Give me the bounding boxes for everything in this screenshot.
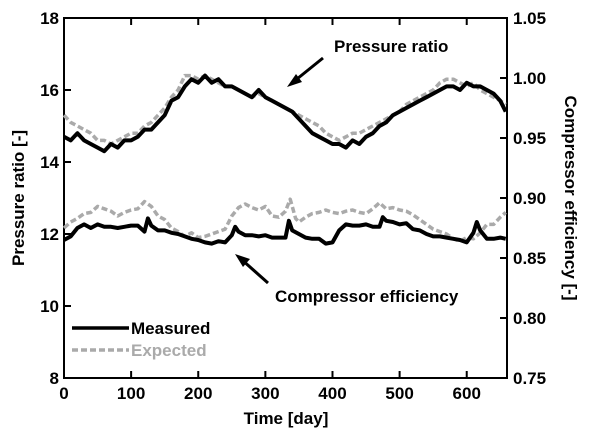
y-axis-left-label: Pressure ratio [-] <box>9 130 28 266</box>
annotation-compressor-efficiency-arrowhead <box>235 254 250 267</box>
x-tick-label: 600 <box>453 384 481 403</box>
series-layer <box>62 73 508 246</box>
x-tick-label: 100 <box>117 384 145 403</box>
x-tick-label: 500 <box>385 384 413 403</box>
axis-ticks: 0 100 200 300 400 500 600 8 10 12 14 16 18 0.75 0.80 0.… <box>40 9 546 403</box>
y-right-tick-label: 0.85 <box>513 249 546 268</box>
y-axis-right-label: Compressor efficiency [-] <box>561 96 580 301</box>
annotation-pressure-ratio: Pressure ratio <box>287 37 448 87</box>
annotation-pressure-ratio-arrowhead <box>287 74 302 87</box>
y-left-tick-label: 8 <box>50 369 59 388</box>
y-left-tick-label: 16 <box>40 81 59 100</box>
y-right-tick-label: 0.75 <box>513 369 546 388</box>
y-left-tick-label: 14 <box>40 153 59 172</box>
x-tick-label: 400 <box>318 384 346 403</box>
y-left-tick-label: 18 <box>40 9 59 28</box>
y-right-tick-label: 1.00 <box>513 69 546 88</box>
x-tick-label: 300 <box>251 384 279 403</box>
y-right-tick-label: 0.95 <box>513 129 546 148</box>
annotation-pressure-ratio-text: Pressure ratio <box>334 37 448 56</box>
legend-measured-label: Measured <box>131 319 210 338</box>
x-tick-label: 200 <box>184 384 212 403</box>
legend: Measured Expected <box>72 319 210 360</box>
y-right-tick-label: 1.05 <box>513 9 546 28</box>
series-line-compressor-efficiency-expected <box>62 197 507 243</box>
y-right-tick-label: 0.80 <box>513 309 546 328</box>
annotation-compressor-efficiency: Compressor efficiency <box>235 254 459 306</box>
annotation-compressor-efficiency-text: Compressor efficiency <box>275 287 459 306</box>
x-axis-label: Time [day] <box>244 409 329 428</box>
series-line-pressure-ratio-measured <box>63 73 508 154</box>
y-left-tick-label: 12 <box>40 225 59 244</box>
y-left-tick-label: 10 <box>40 297 59 316</box>
y-right-tick-label: 0.90 <box>513 189 546 208</box>
legend-expected-label: Expected <box>131 341 207 360</box>
x-tick-label: 0 <box>59 384 68 403</box>
series-line-compressor-efficiency-measured <box>63 215 507 246</box>
